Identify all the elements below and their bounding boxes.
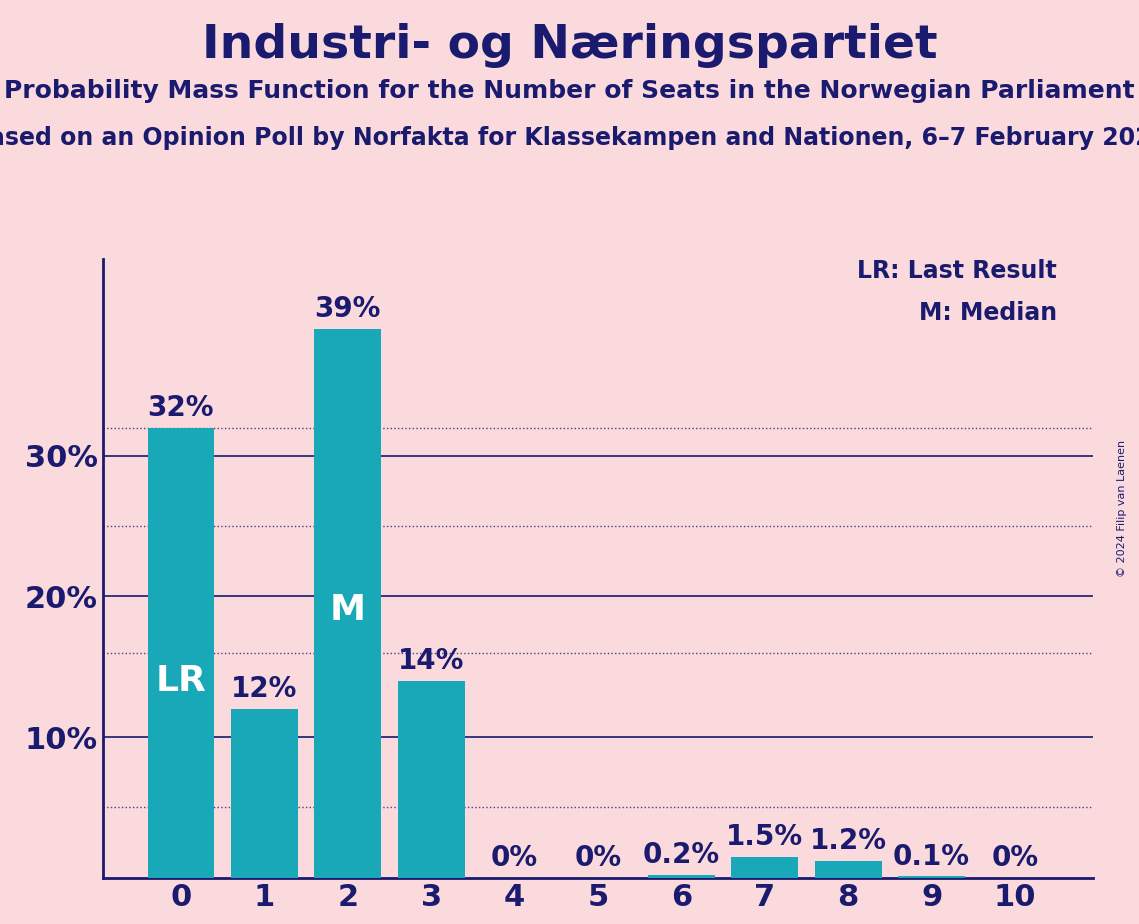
Bar xyxy=(398,681,465,878)
Text: Industri- og Næringspartiet: Industri- og Næringspartiet xyxy=(202,23,937,68)
Bar xyxy=(148,428,214,878)
Text: 14%: 14% xyxy=(398,647,465,675)
Text: 32%: 32% xyxy=(148,394,214,422)
Bar xyxy=(814,861,882,878)
Bar xyxy=(314,329,382,878)
Text: Based on an Opinion Poll by Norfakta for Klassekampen and Nationen, 6–7 February: Based on an Opinion Poll by Norfakta for… xyxy=(0,126,1139,150)
Bar xyxy=(731,857,798,878)
Text: 39%: 39% xyxy=(314,296,380,323)
Text: 0%: 0% xyxy=(491,845,538,872)
Bar xyxy=(648,875,715,878)
Text: 12%: 12% xyxy=(231,675,297,703)
Bar xyxy=(231,709,297,878)
Text: LR: LR xyxy=(156,663,206,698)
Text: M: Median: M: Median xyxy=(919,301,1057,325)
Text: 0%: 0% xyxy=(574,845,622,872)
Text: 0.2%: 0.2% xyxy=(642,842,720,869)
Text: 0%: 0% xyxy=(991,845,1039,872)
Text: M: M xyxy=(329,593,366,627)
Bar xyxy=(899,876,965,878)
Text: 1.5%: 1.5% xyxy=(727,823,803,851)
Text: LR: Last Result: LR: Last Result xyxy=(857,259,1057,283)
Text: 0.1%: 0.1% xyxy=(893,843,970,870)
Text: 1.2%: 1.2% xyxy=(810,827,886,856)
Text: Probability Mass Function for the Number of Seats in the Norwegian Parliament: Probability Mass Function for the Number… xyxy=(5,79,1134,103)
Text: © 2024 Filip van Laenen: © 2024 Filip van Laenen xyxy=(1117,440,1126,577)
